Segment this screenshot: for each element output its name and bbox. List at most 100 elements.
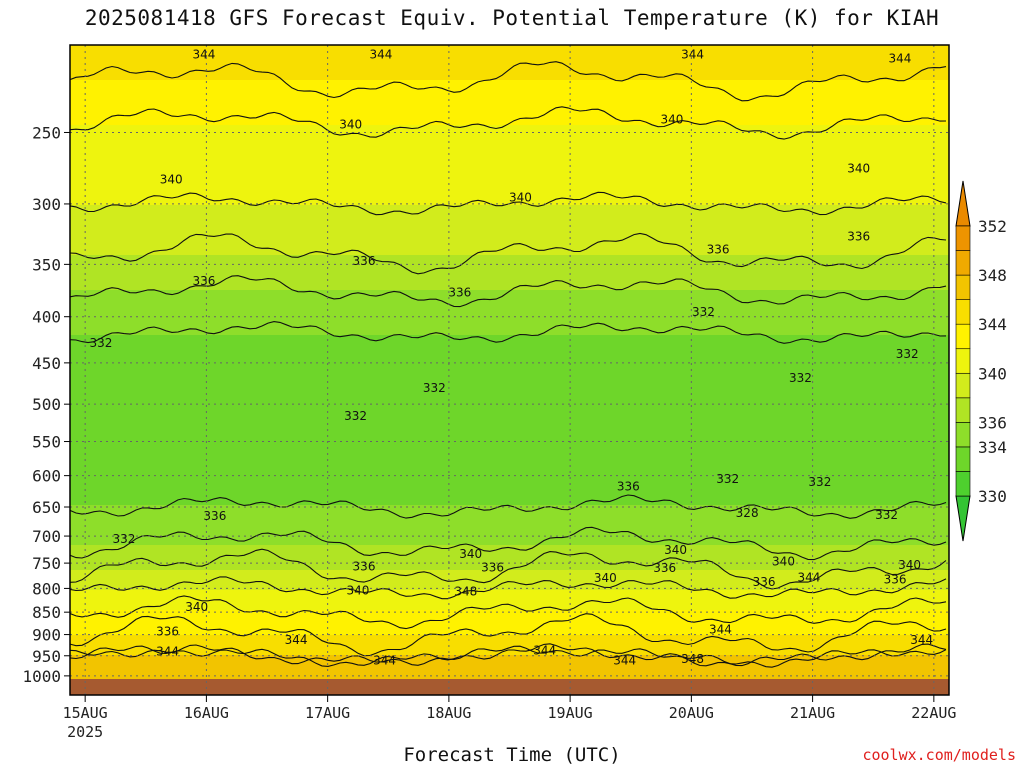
contour-label: 340 — [847, 161, 870, 175]
y-tick-label: 1000 — [22, 667, 61, 686]
field-band — [70, 650, 949, 656]
contour-label: 344 — [373, 654, 396, 668]
chart-title: 2025081418 GFS Forecast Equiv. Potential… — [84, 6, 940, 30]
contour-label: 344 — [533, 643, 556, 657]
field-band — [70, 235, 949, 241]
y-tick-label: 400 — [32, 308, 61, 327]
field-band — [70, 435, 949, 441]
contour-label: 336 — [203, 509, 226, 523]
field-band — [70, 250, 949, 256]
y-tick-label: 650 — [32, 498, 61, 517]
y-tick-label: 600 — [32, 467, 61, 486]
contour-label: 344 — [681, 48, 704, 62]
contour-line — [70, 595, 947, 630]
field-band — [70, 530, 949, 536]
field-band — [70, 230, 949, 236]
field-band — [70, 425, 949, 431]
colorbar-label: 344 — [978, 315, 1007, 334]
contour-label: 344 — [156, 645, 179, 659]
contour-label: 344 — [910, 633, 933, 647]
contour-label: 340 — [594, 571, 617, 585]
contour-label: 332 — [112, 532, 135, 546]
x-tick-label: 20AUG — [669, 704, 714, 722]
contour-label: 336 — [617, 480, 640, 494]
surface-bar-rect — [70, 679, 949, 695]
contour-label: 340 — [185, 600, 208, 614]
field-band — [70, 95, 949, 101]
colorbar-label: 352 — [978, 217, 1007, 236]
contour-line — [70, 643, 947, 667]
field-band — [70, 605, 949, 611]
field-band — [70, 180, 949, 186]
contour-label: 340 — [509, 190, 532, 204]
field-band — [70, 45, 949, 51]
colorbar-segment — [955, 348, 971, 374]
field-band — [70, 495, 949, 501]
y-tick-label: 900 — [32, 626, 61, 645]
y-tick-label: 450 — [32, 354, 61, 373]
field-band — [70, 625, 949, 631]
y-tick-label: 250 — [32, 123, 61, 142]
contour-label: 336 — [193, 274, 216, 288]
contour-label: 340 — [661, 113, 684, 127]
field-band — [70, 265, 949, 271]
field-band — [70, 410, 949, 416]
plot-field — [70, 45, 949, 696]
field-band — [70, 215, 949, 221]
field-band — [70, 260, 949, 266]
contour-line — [70, 106, 947, 140]
contour-line — [70, 275, 947, 308]
field-band — [70, 80, 949, 86]
field-band — [70, 305, 949, 311]
contour-line — [70, 576, 947, 600]
colorbar-segment — [955, 372, 971, 399]
x-tick-sublabel: 2025 — [67, 723, 103, 741]
colorbar-segment — [955, 225, 971, 251]
colorbar-segment — [955, 250, 971, 276]
field-band — [70, 60, 949, 66]
field-band — [70, 105, 949, 111]
contour-label: 344 — [370, 48, 393, 62]
x-axis-label: Forecast Time (UTC) — [403, 744, 621, 766]
field-band — [70, 525, 949, 531]
contour-label: 332 — [789, 371, 812, 385]
y-tick-label: 350 — [32, 255, 61, 274]
field-band — [70, 245, 949, 251]
field-band — [70, 295, 949, 301]
colorbar-segment — [955, 299, 971, 325]
y-tick-label: 850 — [32, 603, 61, 622]
y-axis: 250 300 350 400 450 500 550 600 650 700 750 800 850 9… — [22, 123, 70, 686]
field-band — [70, 515, 949, 521]
contour-label: 336 — [156, 625, 179, 639]
field-band — [70, 405, 949, 411]
field-band — [70, 615, 949, 621]
field-band — [70, 170, 949, 176]
field-band — [70, 145, 949, 151]
contour-label: 332 — [423, 381, 446, 395]
colorbar-under-arrow — [955, 495, 971, 542]
field-band — [70, 445, 949, 451]
field-band — [70, 50, 949, 56]
contour-label: 336 — [353, 560, 376, 574]
field-band — [70, 150, 949, 156]
contour-lines — [70, 61, 947, 668]
field-band — [70, 275, 949, 281]
contour-label: 332 — [89, 336, 112, 350]
field-band — [70, 440, 949, 446]
field-band — [70, 310, 949, 316]
plot-frame — [69, 44, 950, 696]
contour-label: 332 — [716, 472, 739, 486]
contour-label: 332 — [896, 347, 919, 361]
credit-link[interactable]: coolwx.com/models — [862, 746, 1016, 764]
contour-label: 336 — [481, 560, 504, 574]
contour-line — [70, 548, 947, 590]
field-band — [70, 100, 949, 106]
contour-label: 336 — [653, 561, 676, 575]
contour-label: 344 — [285, 633, 308, 647]
contour-label: 336 — [884, 572, 907, 586]
field-band — [70, 65, 949, 71]
field-band — [70, 110, 949, 116]
field-band — [70, 380, 949, 386]
contour-label: 328 — [736, 506, 759, 520]
